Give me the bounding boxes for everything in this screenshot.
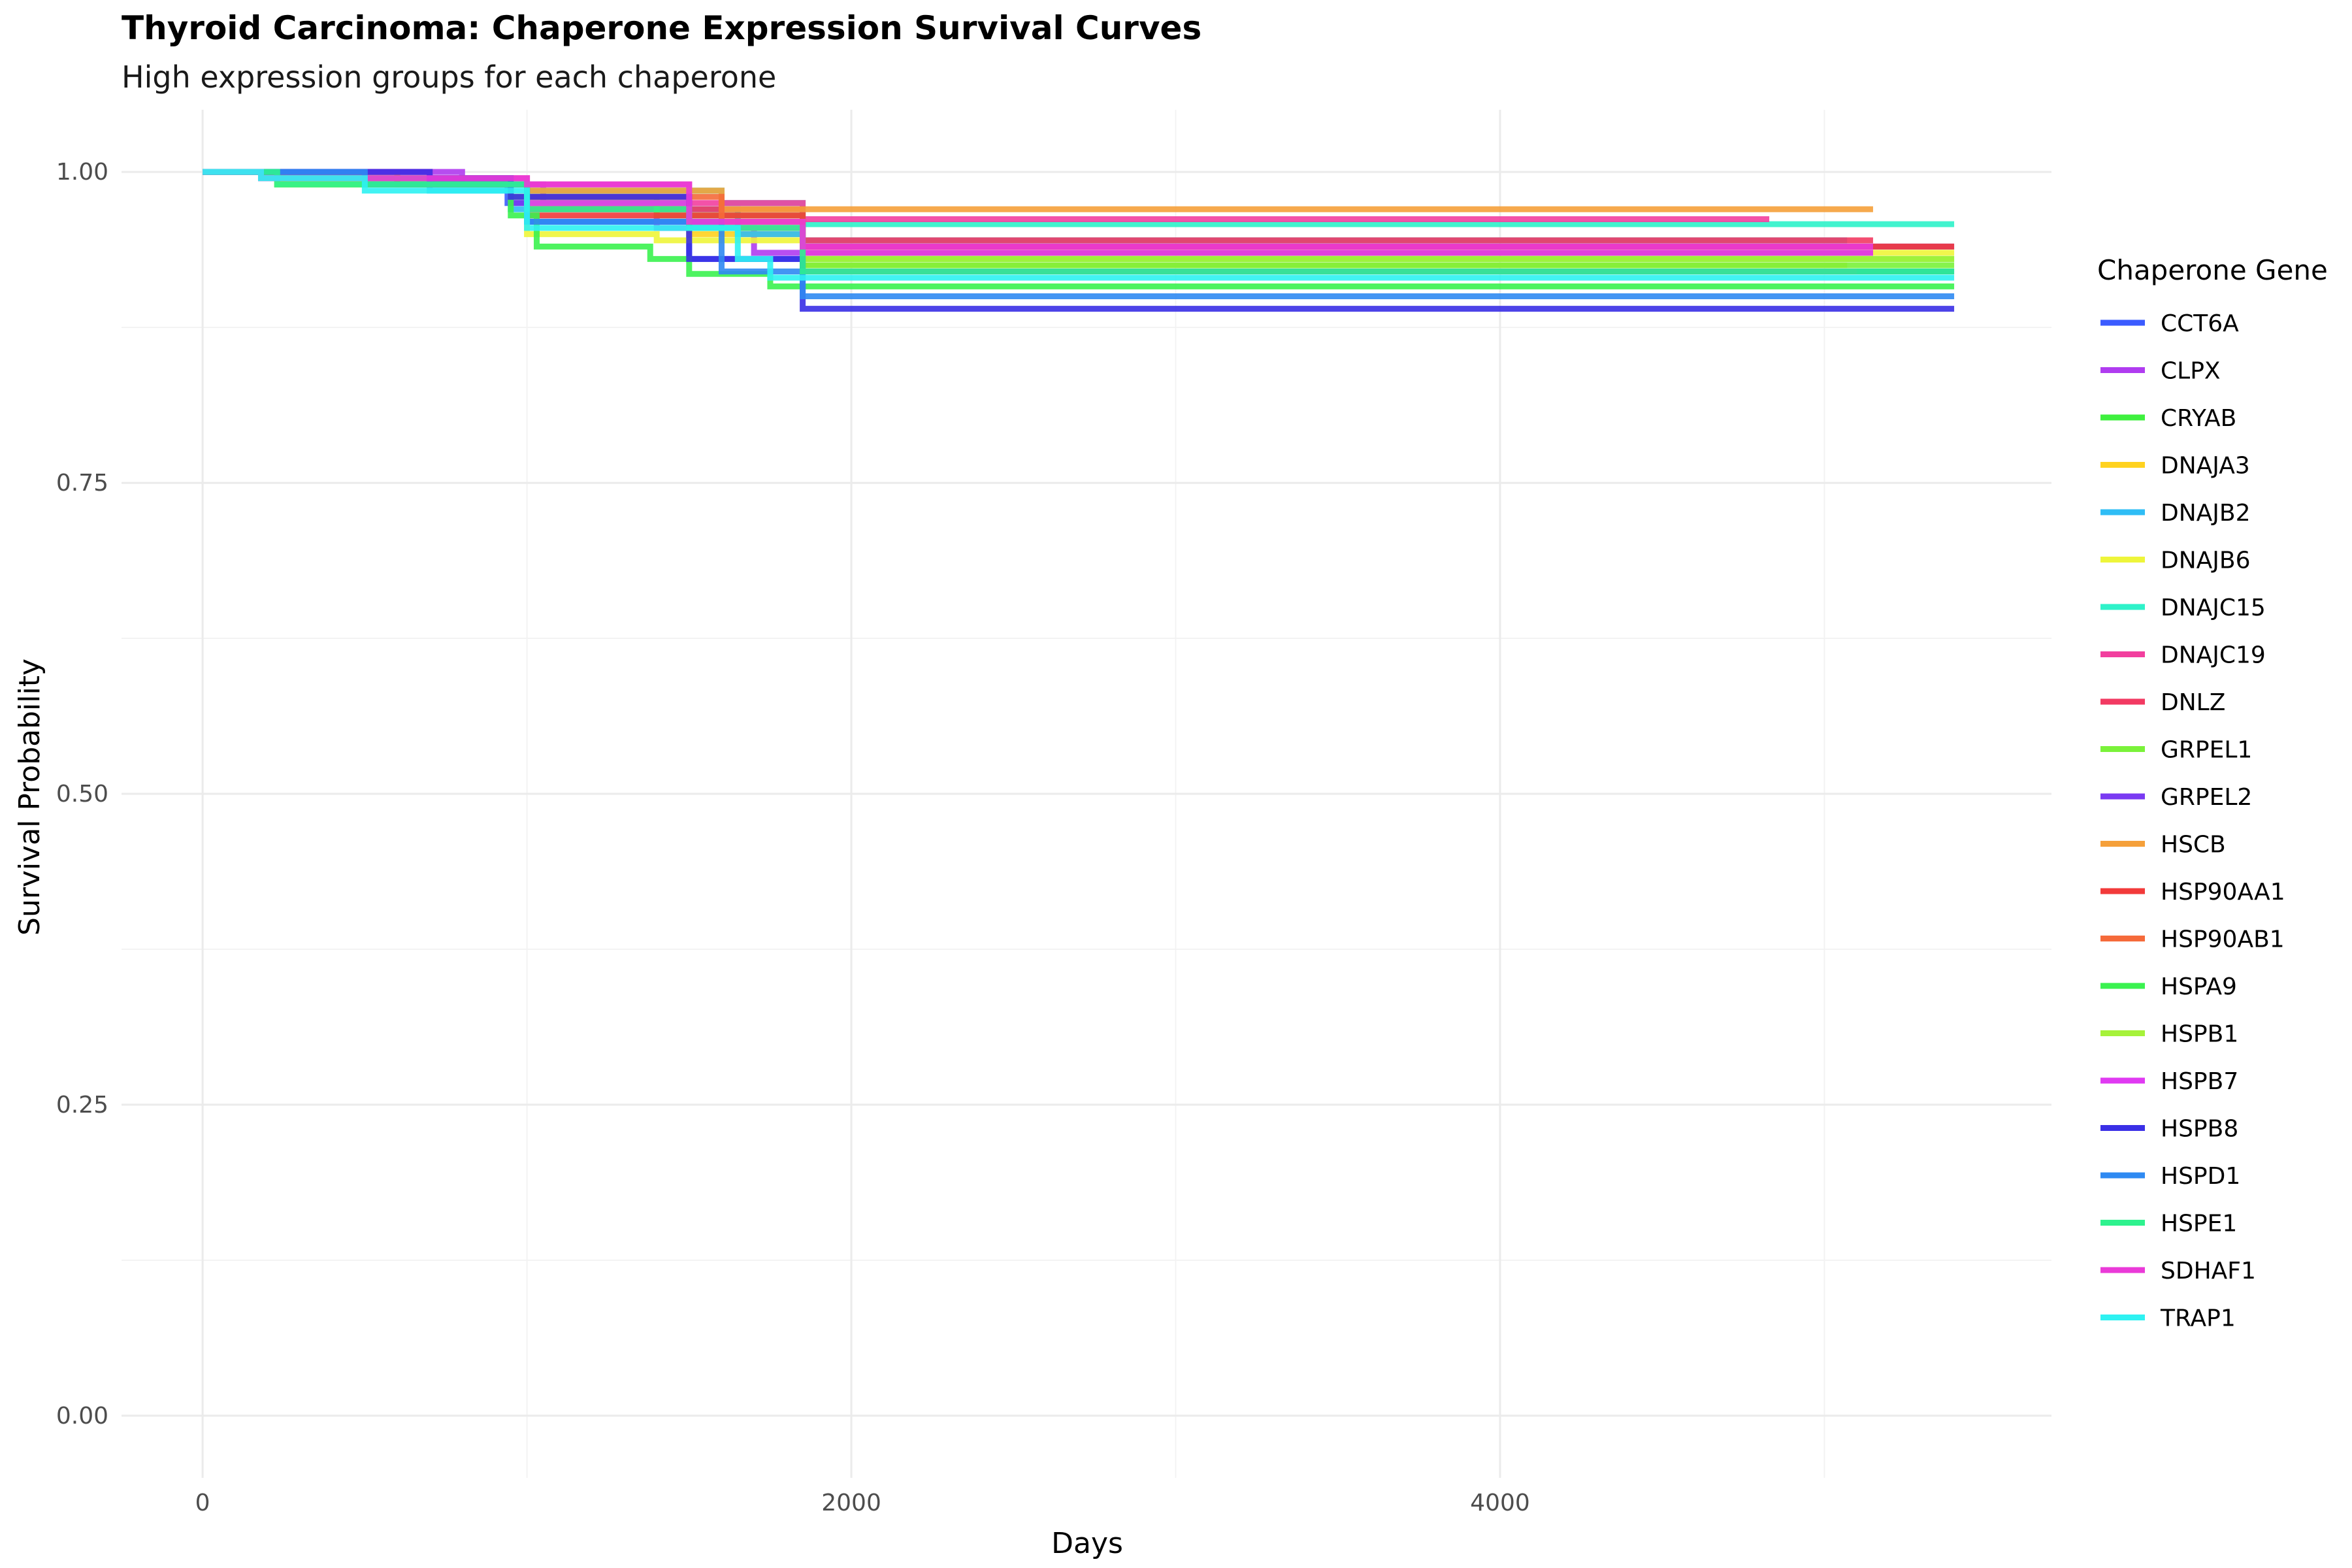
legend-item-dnajc15: DNAJC15 xyxy=(2100,595,2266,621)
legend-title: Chaperone Gene xyxy=(2097,254,2328,286)
legend: CCT6A CLPX CRYAB DNAJA3 DNAJB2 DNAJB6 DNAJC15 D… xyxy=(2100,310,2285,1332)
legend-item-grpel1: GRPEL1 xyxy=(2100,737,2252,764)
legend-label: GRPEL2 xyxy=(2161,784,2252,811)
legend-item-grpel2: GRPEL2 xyxy=(2100,784,2252,811)
legend-item-clpx: CLPX xyxy=(2100,358,2221,385)
legend-item-dnlz: DNLZ xyxy=(2100,689,2225,716)
legend-item-trap1: TRAP1 xyxy=(2100,1305,2236,1332)
legend-label: HSPA9 xyxy=(2161,973,2237,1000)
legend-label: HSCB xyxy=(2161,832,2226,858)
chart-subtitle: High expression groups for each chaperon… xyxy=(122,59,776,95)
grid xyxy=(122,110,2051,1478)
legend-item-cct6a: CCT6A xyxy=(2100,310,2239,337)
legend-label: GRPEL1 xyxy=(2161,737,2252,764)
legend-item-cryab: CRYAB xyxy=(2100,405,2236,432)
legend-label: HSPB7 xyxy=(2161,1068,2238,1095)
tick-labels: 0.00 0.25 0.50 0.75 1.00 0 2000 4000 xyxy=(56,159,1530,1516)
legend-item-hsp90ab1: HSP90AB1 xyxy=(2100,926,2285,953)
chart-title: Thyroid Carcinoma: Chaperone Expression … xyxy=(122,9,1201,47)
legend-label: HSPD1 xyxy=(2161,1163,2240,1190)
legend-label: DNAJB6 xyxy=(2161,547,2251,574)
legend-item-dnajb6: DNAJB6 xyxy=(2100,547,2251,574)
legend-label: DNAJC15 xyxy=(2161,595,2266,621)
legend-label: DNLZ xyxy=(2161,689,2225,716)
x-axis-title: Days xyxy=(1051,1527,1123,1560)
legend-label: HSP90AB1 xyxy=(2161,926,2285,953)
y-axis-title: Survival Probability xyxy=(13,659,46,936)
y-tick-label: 0.00 xyxy=(56,1403,108,1429)
legend-item-hspe1: HSPE1 xyxy=(2100,1211,2237,1237)
legend-item-dnajc19: DNAJC19 xyxy=(2100,642,2266,669)
legend-label: HSPE1 xyxy=(2161,1211,2237,1237)
legend-label: HSPB8 xyxy=(2161,1116,2238,1143)
legend-label: DNAJC19 xyxy=(2161,642,2266,669)
legend-label: DNAJB2 xyxy=(2161,500,2251,527)
legend-label: CCT6A xyxy=(2161,310,2239,337)
legend-label: CRYAB xyxy=(2161,405,2236,432)
survival-curves xyxy=(203,169,1955,312)
legend-item-hsp90aa1: HSP90AA1 xyxy=(2100,879,2285,906)
legend-label: DNAJA3 xyxy=(2161,453,2250,480)
legend-item-sdhaf1: SDHAF1 xyxy=(2100,1258,2256,1284)
legend-item-hspa9: HSPA9 xyxy=(2100,973,2237,1000)
x-tick-label: 2000 xyxy=(821,1490,881,1516)
legend-label: HSPB1 xyxy=(2161,1021,2238,1048)
legend-label: CLPX xyxy=(2161,358,2221,385)
legend-item-dnajb2: DNAJB2 xyxy=(2100,500,2251,527)
legend-item-hspb8: HSPB8 xyxy=(2100,1116,2238,1143)
y-tick-label: 0.25 xyxy=(56,1092,108,1119)
legend-item-hspb7: HSPB7 xyxy=(2100,1068,2238,1095)
x-tick-label: 4000 xyxy=(1470,1490,1530,1516)
legend-item-hspb1: HSPB1 xyxy=(2100,1021,2238,1048)
y-tick-label: 1.00 xyxy=(56,159,108,186)
legend-item-dnaja3: DNAJA3 xyxy=(2100,453,2250,480)
curve-trap1 xyxy=(203,169,1955,281)
y-tick-label: 0.75 xyxy=(56,470,108,497)
y-tick-label: 0.50 xyxy=(56,781,108,808)
legend-item-hspd1: HSPD1 xyxy=(2100,1163,2240,1190)
x-tick-label: 0 xyxy=(195,1490,210,1516)
legend-label: SDHAF1 xyxy=(2161,1258,2256,1284)
legend-label: HSP90AA1 xyxy=(2161,879,2285,906)
legend-label: TRAP1 xyxy=(2160,1305,2236,1332)
legend-item-hscb: HSCB xyxy=(2100,832,2226,858)
